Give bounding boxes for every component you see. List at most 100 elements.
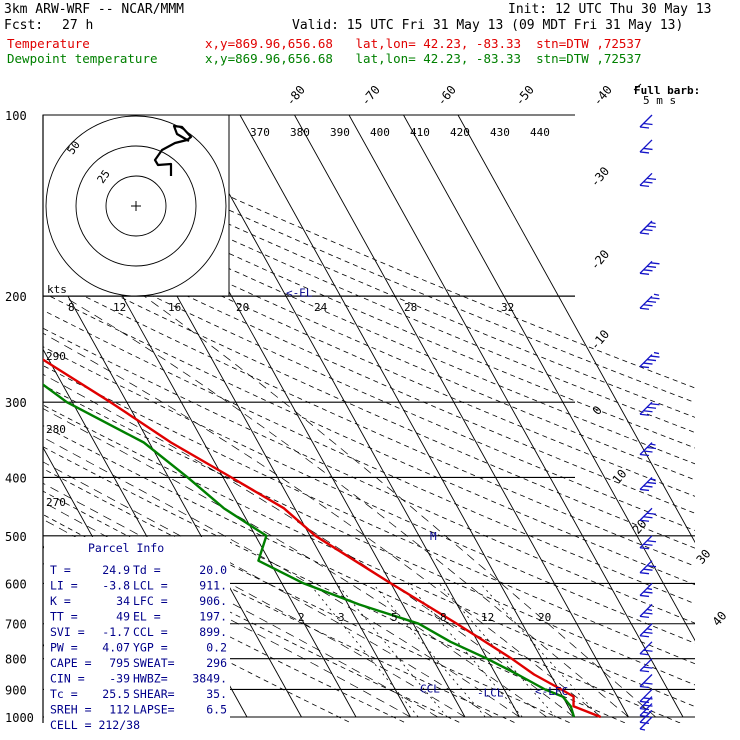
parcel-info-label: SWEAT= <box>133 656 175 670</box>
pressure-tick-label: 900 <box>5 683 27 697</box>
parcel-info-label: LAPSE= <box>133 703 175 717</box>
theta-e-label: 390 <box>330 126 350 139</box>
wind-barb-staff <box>639 674 653 687</box>
wind-barb-half-flag <box>639 728 646 731</box>
parcel-info-value: 49 <box>116 610 130 624</box>
isotherm-label: -50 <box>512 83 537 109</box>
isotherm-line <box>185 115 520 718</box>
pressure-tick-label: 600 <box>5 577 27 591</box>
wind-barb-flag <box>650 297 660 300</box>
wind-barb-staff <box>639 260 653 274</box>
wind-barb-staff <box>639 401 653 415</box>
wind-barb-flag <box>646 177 657 180</box>
hodograph-ring-label: 25 <box>95 168 113 186</box>
parcel-info-value: -1.7 <box>102 625 130 639</box>
mixing-ratio-label: 8 <box>440 611 447 624</box>
wind-barb-flag <box>639 714 650 718</box>
parcel-info-label: CIN = <box>50 672 85 686</box>
wind-barb <box>639 260 660 275</box>
wind-barb-flag <box>639 365 650 369</box>
pressure-tick-label: 1000 <box>5 711 34 725</box>
wind-barb-flag <box>639 547 650 550</box>
hodograph-unit-label: kts <box>47 283 67 296</box>
wind-barb-staff <box>639 582 653 596</box>
wind-barb-flag <box>643 682 653 685</box>
wind-barb <box>639 658 653 673</box>
parcel-info-label: SHEAR= <box>133 687 175 701</box>
wind-barb-staff <box>639 560 653 574</box>
wind-barb-flag <box>639 151 650 154</box>
wind-barb-staff <box>639 507 653 521</box>
wind-barb-flag <box>639 453 650 457</box>
wind-barb-half-flag <box>650 221 656 225</box>
wind-barb-flag <box>643 269 653 272</box>
wind-barb-flag <box>639 126 650 129</box>
wind-barb-flag <box>643 485 653 488</box>
mixing-ratio-label: 5 <box>391 611 398 624</box>
dry-adiabat-line <box>43 258 695 549</box>
isotherm-label: -70 <box>358 83 383 109</box>
isotherm-line <box>239 115 575 718</box>
wind-barb-flag <box>639 653 650 656</box>
wind-barb-flag <box>650 262 660 265</box>
wind-barb-staff <box>639 603 653 617</box>
isotherm-label: -40 <box>590 83 615 109</box>
wind-barb <box>639 442 657 457</box>
theta-e-label: 370 <box>250 126 270 139</box>
wind-barb-half-flag <box>653 351 660 355</box>
theta-e-label: 430 <box>490 126 510 139</box>
isotherm-label: 40 <box>710 609 730 629</box>
dry-adiabat-line <box>43 384 695 686</box>
wind-barb-flag <box>643 516 653 519</box>
pressure-tick-label: 300 <box>5 396 27 410</box>
parcel-info-value: 4.07 <box>102 641 130 655</box>
wind-barb-staff <box>639 442 653 455</box>
pressure-tick-label: 500 <box>5 530 27 544</box>
theta-label: 270 <box>46 496 66 509</box>
parcel-info-value: 906. <box>199 594 227 608</box>
wind-barb-flag <box>639 232 650 235</box>
wind-barb <box>639 688 653 704</box>
parcel-info-value: 3849. <box>192 672 227 686</box>
wind-barb-flag <box>643 181 653 184</box>
parcel-info-label: PW = <box>50 641 78 655</box>
wind-barb-flag <box>643 568 653 571</box>
wind-barb-flag <box>639 519 650 522</box>
mixing-ratio-label: 2 <box>298 611 305 624</box>
dry-adiabat-line <box>43 195 695 481</box>
wind-barb-staff <box>639 476 653 490</box>
wind-barb-flag <box>646 300 657 303</box>
wind-barb-staff <box>639 658 653 672</box>
parcel-info-label: YGP = <box>133 641 168 655</box>
wind-barb-staff <box>639 114 653 128</box>
parcel-info-label: SVI = <box>50 625 85 639</box>
wind-barb <box>639 476 657 492</box>
speed-axis-tick: 12 <box>113 301 126 314</box>
wind-barb <box>639 172 657 187</box>
parcel-info-label: K = <box>50 594 71 608</box>
parcel-info-value: 112 <box>109 703 130 717</box>
pressure-tick-label: 200 <box>5 290 27 304</box>
hodograph-trace <box>153 124 193 176</box>
parcel-info-value: 25.5 <box>102 687 130 701</box>
wind-barb-staff <box>639 623 653 637</box>
isotherm-label: -20 <box>588 247 613 273</box>
parcel-info-title: Parcel Info <box>88 541 164 555</box>
wind-barb-flag <box>643 543 653 546</box>
wind-barb-half-flag <box>646 587 653 591</box>
wind-barb <box>639 623 653 638</box>
hodograph-ring <box>75 145 197 267</box>
wind-barb-flag <box>646 565 657 568</box>
wind-barb-flag <box>639 594 650 598</box>
wind-barb-flag <box>643 122 653 126</box>
parcel-info-label: HWBZ= <box>133 672 168 686</box>
isotherm-label: 0 <box>590 403 605 418</box>
pressure-tick-label: 700 <box>5 618 27 632</box>
wind-barb <box>639 603 653 619</box>
speed-axis-tick: 24 <box>314 301 328 314</box>
dewpoint-legend-label: Dewpoint temperature <box>7 51 158 66</box>
pressure-tick-label: 400 <box>5 471 27 485</box>
isotherm-label: -80 <box>283 83 308 109</box>
theta-e-label: 380 <box>290 126 310 139</box>
parcel-info-value: 296 <box>206 656 227 670</box>
